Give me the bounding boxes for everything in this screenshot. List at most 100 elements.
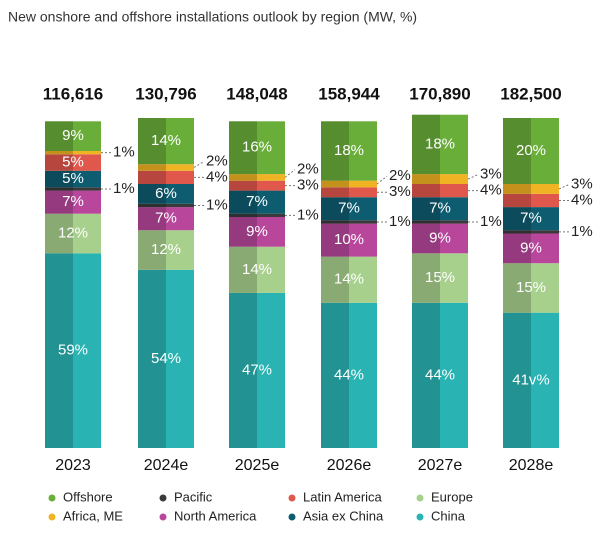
data-label: 1% xyxy=(113,180,135,197)
legend-marker xyxy=(288,494,296,502)
bar-shade xyxy=(138,118,166,165)
bar-shade xyxy=(412,220,440,224)
total-label: 182,500 xyxy=(500,84,561,103)
data-label: 15% xyxy=(516,279,546,296)
bar-segment xyxy=(45,190,101,214)
bar-shade xyxy=(321,223,349,257)
data-label: 7% xyxy=(155,210,177,227)
x-tick-label: 2024e xyxy=(144,457,189,474)
bar-segment xyxy=(412,184,468,198)
bar-shade xyxy=(412,302,440,448)
bar-shade xyxy=(503,263,531,313)
data-label: 1% xyxy=(571,223,593,240)
bar-shade xyxy=(503,118,531,184)
data-label: 20% xyxy=(516,142,546,159)
leader-line xyxy=(376,175,388,185)
bar-segment xyxy=(503,193,559,208)
bar-shade xyxy=(138,184,166,204)
bar-shade xyxy=(503,193,531,208)
bar-segment xyxy=(412,253,468,303)
data-label: 9% xyxy=(520,239,542,256)
x-tick-label: 2026e xyxy=(327,457,372,474)
bar-shade xyxy=(45,187,73,191)
bar-shade xyxy=(45,213,73,254)
bar-shade xyxy=(45,253,73,448)
bar-segment xyxy=(321,256,377,303)
bar-shade xyxy=(138,207,166,231)
bar-segment xyxy=(45,187,101,191)
bar-shade xyxy=(412,114,440,175)
data-label: 7% xyxy=(338,200,360,217)
data-label: 44% xyxy=(334,366,364,383)
bar-shade xyxy=(229,190,257,214)
bar-shade xyxy=(45,154,73,171)
data-label: 7% xyxy=(520,210,542,227)
data-label: 4% xyxy=(571,191,593,208)
bar-shade xyxy=(321,187,349,198)
bar-segment xyxy=(138,118,194,165)
bar-shade xyxy=(229,217,257,247)
bar-segment xyxy=(45,213,101,254)
bar-shade xyxy=(412,184,440,198)
leader-line xyxy=(467,174,479,180)
bar-segment xyxy=(503,118,559,184)
chart-title: New onshore and offshore installations o… xyxy=(8,9,417,25)
bar-shade xyxy=(45,170,73,188)
x-tick-label: 2025e xyxy=(235,457,280,474)
total-label: 170,890 xyxy=(409,84,470,103)
data-label: 3% xyxy=(389,183,411,200)
bar-shade xyxy=(321,197,349,221)
bar-segment xyxy=(138,230,194,270)
legend-label: Offshore xyxy=(63,489,113,504)
bar-segment xyxy=(503,230,559,234)
leader-line xyxy=(284,169,296,178)
data-label: 12% xyxy=(58,224,88,241)
bar-segment xyxy=(321,220,377,224)
data-label: 1% xyxy=(113,144,135,161)
legend-marker xyxy=(159,494,167,502)
bar-segment xyxy=(321,121,377,181)
legend-marker xyxy=(416,513,424,521)
data-label: 16% xyxy=(242,139,272,156)
bar-segment xyxy=(138,164,194,171)
x-tick-label: 2023 xyxy=(55,457,91,474)
data-label: 9% xyxy=(62,127,84,144)
bar-shade xyxy=(229,213,257,217)
data-label: 14% xyxy=(151,132,181,149)
legend-label: Pacific xyxy=(174,489,213,504)
bar-segment xyxy=(412,197,468,221)
total-label: 158,944 xyxy=(318,84,380,103)
bar-shade xyxy=(412,174,440,184)
bar-shade xyxy=(45,121,73,151)
bar-shade xyxy=(138,203,166,208)
data-label: 5% xyxy=(62,154,84,171)
legend-label: Africa, ME xyxy=(63,508,123,523)
bar-segment xyxy=(412,174,468,184)
bar-shade xyxy=(229,180,257,191)
data-label: 1% xyxy=(480,213,502,230)
data-label: 7% xyxy=(62,193,84,210)
bar-segment xyxy=(229,213,285,217)
bar-shade xyxy=(503,233,531,264)
data-label: 9% xyxy=(429,229,451,246)
bar-segment xyxy=(412,223,468,254)
data-label: 12% xyxy=(151,241,181,258)
total-label: 116,616 xyxy=(43,84,104,103)
bar-shade xyxy=(229,174,257,181)
legend-marker xyxy=(159,513,167,521)
bar-shade xyxy=(321,256,349,303)
data-label: 7% xyxy=(429,200,451,217)
data-label: 2% xyxy=(206,152,228,169)
total-label: 148,048 xyxy=(226,84,287,103)
bar-shade xyxy=(503,312,531,448)
data-label: 44% xyxy=(425,366,455,383)
legend-marker xyxy=(288,513,296,521)
bar-segment xyxy=(229,121,285,175)
bar-segment xyxy=(45,253,101,448)
bar-segment xyxy=(503,312,559,448)
x-tick-label: 2027e xyxy=(418,457,463,474)
bar-segment xyxy=(45,121,101,151)
bar-shade xyxy=(503,184,531,194)
bar-shade xyxy=(412,223,440,254)
bar-shade xyxy=(138,164,166,171)
